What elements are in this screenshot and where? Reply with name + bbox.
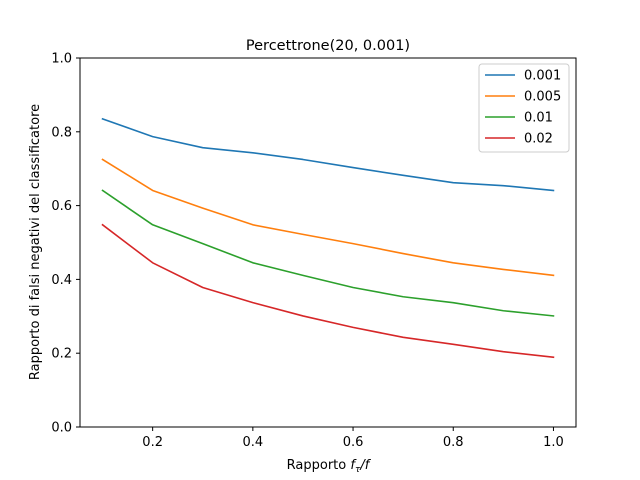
legend-label-3: 0.02 xyxy=(524,132,553,147)
y-tick-label: 0.0 xyxy=(51,421,72,436)
legend: 0.001 0.005 0.01 0.02 xyxy=(478,63,570,153)
x-axis-ticks: 0.2 0.4 0.6 0.8 1.0 xyxy=(142,427,564,450)
x-tick-label: 1.0 xyxy=(543,435,564,450)
x-axis-label-suffix: /f xyxy=(359,458,371,473)
legend-label-1: 0.005 xyxy=(524,90,561,105)
series-line-3 xyxy=(101,223,555,359)
legend-label-0: 0.001 xyxy=(524,69,561,84)
y-tick-label: 0.6 xyxy=(51,199,72,214)
x-axis-label-math: f xyxy=(350,458,357,473)
series-line-1 xyxy=(101,158,555,277)
y-axis-ticks: 0.0 0.2 0.4 0.6 0.8 1.0 xyxy=(51,52,80,436)
x-tick-label: 0.6 xyxy=(343,435,364,450)
y-tick-label: 0.8 xyxy=(51,125,72,140)
legend-label-2: 0.01 xyxy=(524,111,553,126)
series-line-2 xyxy=(101,189,555,317)
x-axis-label-subscript: τ xyxy=(355,465,361,475)
chart-title: Percettrone(20, 0.001) xyxy=(246,38,410,54)
x-tick-label: 0.4 xyxy=(243,435,264,450)
x-tick-label: 0.2 xyxy=(142,435,163,450)
y-tick-label: 0.2 xyxy=(51,347,72,362)
plot-area-frame xyxy=(79,57,577,428)
y-tick-label: 0.4 xyxy=(51,273,72,288)
series-line-0 xyxy=(101,117,555,192)
x-axis-label-prefix: Rapporto xyxy=(287,458,351,473)
x-tick-label: 0.8 xyxy=(443,435,464,450)
legend-box xyxy=(478,63,570,153)
plot-lines xyxy=(101,117,555,359)
y-axis-label: Rapporto di falsi negativi del classific… xyxy=(28,104,43,380)
x-axis-label: Rapporto fτ/f xyxy=(287,458,372,475)
y-tick-label: 1.0 xyxy=(51,52,72,67)
